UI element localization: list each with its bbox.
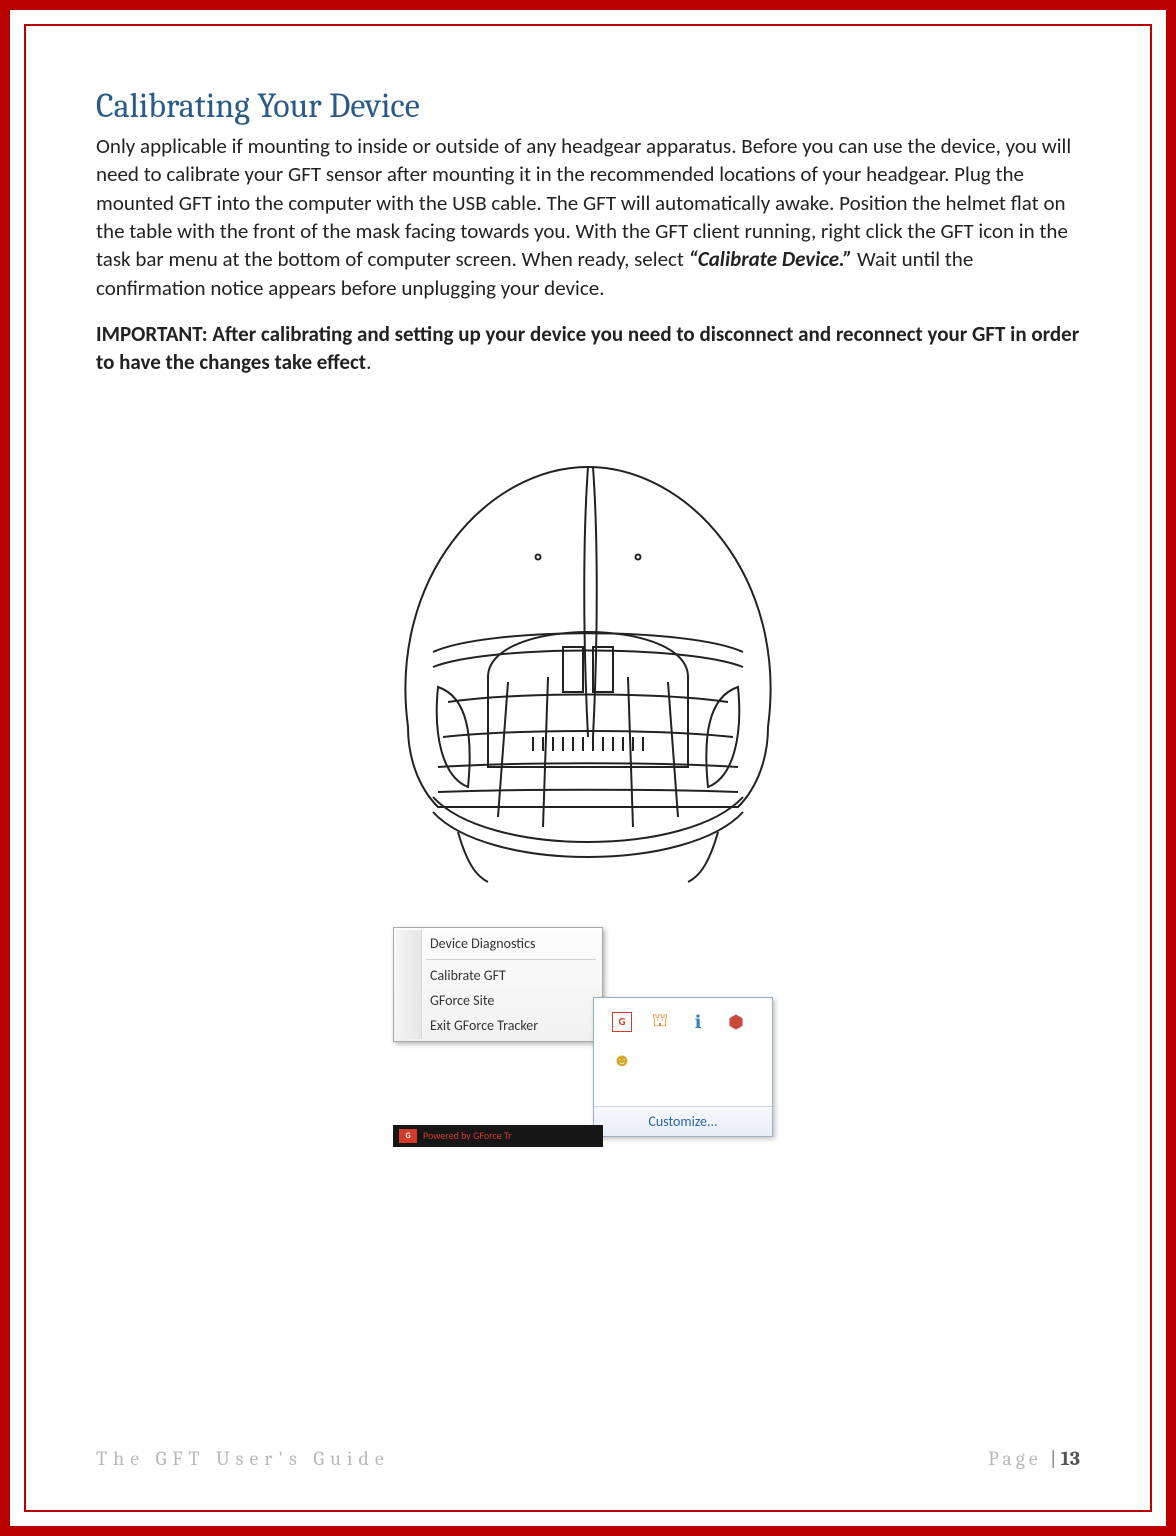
red-shield-icon[interactable]: ⬢ [726,1012,746,1032]
page-outer-border: Calibrating Your Device Only applicable … [0,0,1176,1536]
system-tray-popup: G ⛫ ℹ ⬢ ☻ Customize... [593,997,773,1137]
menu-item-gforce-site[interactable]: GForce Site [394,988,602,1013]
taskbar-strip: G Powered by GForce Tr [393,1125,603,1147]
figure-area: Device Diagnostics Calibrate GFT GForce … [96,437,1080,1147]
powered-by-label: Powered by GForce Tr [423,1129,512,1142]
menu-item-device-diagnostics[interactable]: Device Diagnostics [394,931,602,956]
info-bubble-icon[interactable]: ℹ [688,1012,708,1032]
important-note: IMPORTANT: After calibrating and setting… [96,320,1080,377]
helmet-illustration [338,437,838,897]
security-shield-icon[interactable]: ⛫ [650,1012,670,1032]
customize-link[interactable]: Customize... [594,1106,772,1136]
menu-separator [426,959,596,960]
yellow-figure-icon[interactable]: ☻ [612,1050,632,1070]
menu-item-calibrate-gft[interactable]: Calibrate GFT [394,963,602,988]
context-menu: Device Diagnostics Calibrate GFT GForce … [393,927,603,1042]
page-inner-border: Calibrating Your Device Only applicable … [24,24,1152,1512]
tray-icons: G ⛫ ℹ ⬢ ☻ [594,998,772,1084]
footer-title: The GFT User's Guide [96,1447,390,1470]
menu-item-exit-gforce-tracker[interactable]: Exit GForce Tracker [394,1013,602,1038]
body-emphasis: “Calibrate Device.” [689,246,853,272]
important-note-text: IMPORTANT: After calibrating and setting… [96,321,1079,375]
gft-taskbar-icon[interactable]: G [399,1129,417,1143]
important-note-period: . [366,349,371,375]
section-title: Calibrating Your Device [96,86,1080,126]
footer-page-label: Page [988,1447,1041,1470]
gft-icon[interactable]: G [612,1012,632,1032]
footer-page-bar: | [1050,1447,1061,1470]
section-body: Only applicable if mounting to inside or… [96,132,1080,302]
page-footer: The GFT User's Guide Page | 13 [96,1447,1080,1470]
helmet-icon [338,437,838,897]
footer-page-number: 13 [1061,1447,1080,1470]
footer-page: Page | 13 [988,1447,1080,1470]
taskbar-screenshot: Device Diagnostics Calibrate GFT GForce … [393,927,783,1147]
